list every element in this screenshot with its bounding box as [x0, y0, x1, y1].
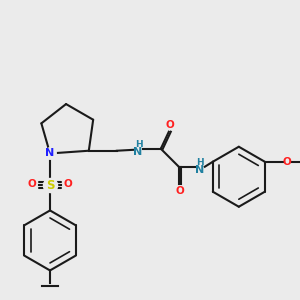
Text: N: N — [133, 147, 142, 157]
Text: O: O — [176, 186, 184, 196]
Text: N: N — [195, 165, 204, 175]
Text: S: S — [46, 179, 54, 192]
Text: O: O — [64, 179, 72, 189]
Text: N: N — [45, 148, 55, 158]
Text: H: H — [196, 158, 204, 167]
Text: O: O — [282, 157, 291, 167]
Text: H: H — [135, 140, 142, 149]
Text: O: O — [28, 179, 36, 189]
Text: O: O — [165, 120, 174, 130]
